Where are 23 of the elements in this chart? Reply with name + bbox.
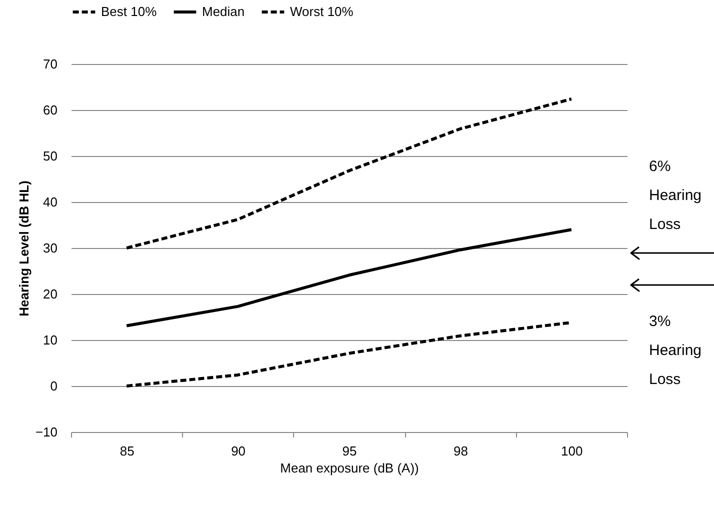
x-axis-title: Mean exposure (dB (A)) — [280, 460, 419, 476]
x-tick-label: 85 — [120, 444, 134, 458]
legend-label: Best 10% — [101, 4, 158, 19]
y-tick-label: 50 — [43, 148, 58, 164]
y-tick-label: 60 — [43, 102, 58, 118]
y-axis-title: Hearing Level (dB HL) — [16, 180, 32, 316]
y-tick-label: 20 — [43, 286, 58, 302]
legend-label: Worst 10% — [290, 4, 354, 19]
y-tick-label: 10 — [43, 332, 58, 348]
y-tick-label: 40 — [43, 194, 58, 210]
text: 6% Hearing Loss — [649, 158, 702, 233]
y-tick-label: 0 — [50, 378, 58, 394]
y-tick-label: 30 — [43, 240, 58, 256]
y-tick-label: 70 — [43, 56, 58, 72]
line-series — [125, 228, 573, 328]
x-tick-label: 98 — [453, 444, 468, 458]
text: 3% Hearing Loss — [649, 313, 702, 388]
y-tick-label: −10 — [35, 424, 58, 440]
x-tick-label: 100 — [561, 444, 583, 458]
legend-label: Median — [202, 4, 245, 19]
x-tick-label: 90 — [231, 444, 246, 458]
x-tick-label: 95 — [342, 444, 357, 458]
line-series — [125, 97, 573, 250]
